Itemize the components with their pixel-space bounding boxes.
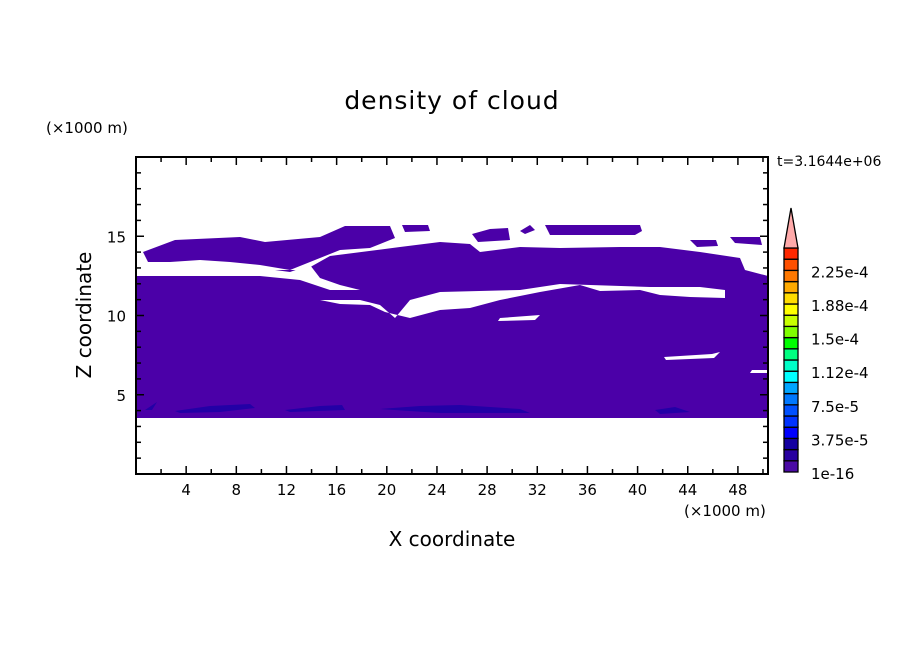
colorbar-box bbox=[783, 448, 799, 462]
colorbar-label: 7.5e-5 bbox=[811, 398, 859, 416]
cloud-region-small bbox=[690, 240, 718, 247]
clear-gap bbox=[750, 370, 768, 373]
cloud-dense-streak bbox=[175, 404, 255, 413]
time-label: t=3.1644e+06 bbox=[777, 154, 882, 170]
y-tick-label: 15 bbox=[107, 228, 126, 246]
colorbar-box bbox=[783, 392, 799, 406]
colorbar-box bbox=[783, 247, 799, 260]
x-tick-label: 44 bbox=[678, 481, 697, 499]
colorbar-box bbox=[783, 269, 799, 283]
colorbar-box bbox=[783, 426, 799, 440]
colorbar-label: 1.5e-4 bbox=[811, 331, 859, 349]
clear-gap bbox=[136, 262, 360, 290]
colorbar-box bbox=[783, 303, 799, 316]
y-tick-label: 5 bbox=[116, 387, 126, 405]
cloud-dense-streak bbox=[145, 402, 157, 410]
x-tick-label: 36 bbox=[578, 481, 597, 499]
x-tick-label: 4 bbox=[181, 481, 191, 499]
clear-gap bbox=[664, 352, 720, 360]
colorbar-label: 1.88e-4 bbox=[811, 297, 869, 315]
x-tick-label: 20 bbox=[377, 481, 396, 499]
colorbar-label: 2.25e-4 bbox=[811, 263, 869, 281]
cloud-dense-streak bbox=[380, 405, 530, 413]
x-tick-label: 24 bbox=[427, 481, 446, 499]
colorbar-box bbox=[783, 325, 799, 339]
x-tick-label: 28 bbox=[478, 481, 497, 499]
colorbar-label: 1.12e-4 bbox=[811, 364, 869, 382]
x-tick-label: 12 bbox=[277, 481, 296, 499]
cloud-dense-streak bbox=[655, 407, 690, 414]
colorbar-label: 3.75e-5 bbox=[811, 431, 869, 449]
cloud-region-small bbox=[402, 225, 430, 232]
cloud-dense-streak bbox=[285, 405, 345, 412]
clear-gap bbox=[498, 315, 540, 321]
colorbar-box bbox=[783, 404, 799, 417]
x-tick-label: 16 bbox=[327, 481, 346, 499]
x-tick-label: 40 bbox=[628, 481, 647, 499]
colorbar-box bbox=[783, 370, 799, 384]
colorbar-box bbox=[783, 336, 799, 350]
colorbar-box bbox=[783, 381, 799, 395]
colorbar-box bbox=[783, 292, 799, 305]
cloud-region-small bbox=[472, 228, 510, 242]
colorbar-box bbox=[783, 280, 799, 294]
colorbar-box bbox=[783, 359, 799, 372]
colorbar-box bbox=[783, 415, 799, 428]
y-tick-label: 10 bbox=[107, 308, 126, 326]
colorbar-extend-triangle bbox=[783, 207, 799, 249]
chart-title: density of cloud bbox=[344, 86, 560, 115]
cloud-region-top-right bbox=[545, 225, 642, 235]
colorbar-box bbox=[783, 460, 799, 473]
colorbar-box bbox=[783, 348, 799, 361]
cloud-region-small bbox=[520, 225, 535, 234]
colorbar-label: 1e-16 bbox=[811, 465, 854, 483]
clear-gap bbox=[320, 284, 725, 318]
y-axis-unit: (×1000 m) bbox=[46, 119, 128, 137]
colorbar-box bbox=[783, 437, 799, 451]
x-tick-label: 8 bbox=[232, 481, 242, 499]
x-tick-label: 32 bbox=[528, 481, 547, 499]
cloud-region-upper bbox=[143, 226, 395, 270]
x-axis-label: X coordinate bbox=[388, 527, 516, 551]
colorbar-box bbox=[783, 314, 799, 328]
x-tick-label: 48 bbox=[728, 481, 747, 499]
x-axis-unit: (×1000 m) bbox=[684, 502, 766, 520]
colorbar-box bbox=[783, 258, 799, 272]
cloud-region-small bbox=[730, 237, 762, 245]
